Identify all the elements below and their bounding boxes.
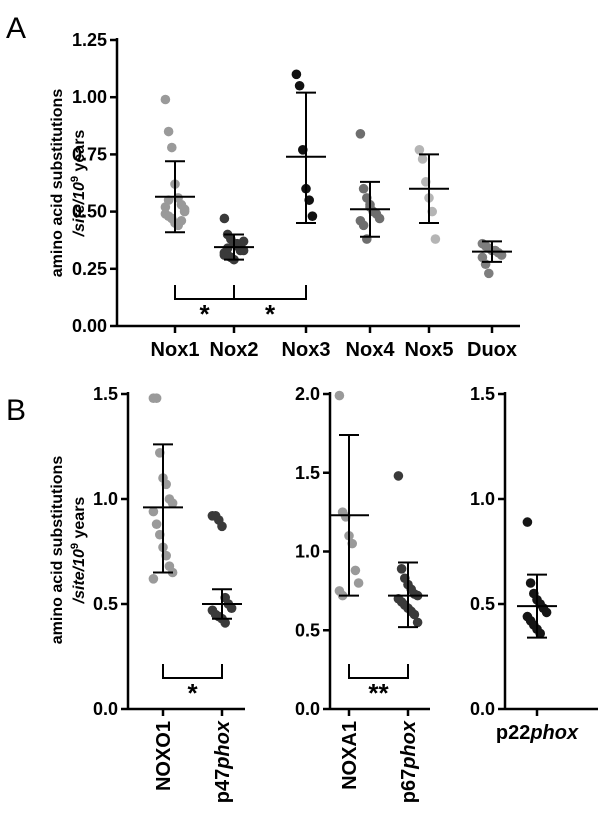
data-point — [167, 498, 178, 509]
x-category-label: Duox — [467, 339, 517, 361]
x-category-label: p47phox — [212, 720, 234, 803]
data-point — [496, 250, 507, 260]
y-tick-label: 1.5 — [470, 384, 495, 404]
panel-a-ylabel-line2: /site/109 years — [69, 130, 88, 238]
y-tick-label: 1.0 — [295, 542, 320, 562]
data-point — [480, 259, 491, 270]
chart-panel-b1: 0.0 0.5 1.0 1.5 NOXO1 p47phox * — [93, 384, 245, 803]
y-tick-label: 0.5 — [470, 594, 495, 614]
data-point — [417, 154, 428, 164]
data-point — [238, 236, 249, 247]
data-point — [522, 517, 533, 527]
y-tick-label: 0.0 — [470, 699, 495, 719]
x-category-label: p67phox — [398, 720, 420, 803]
significance-label: * — [265, 299, 276, 329]
data-point — [430, 234, 441, 244]
y-tick-label: 0.00 — [72, 316, 107, 336]
data-point — [393, 471, 404, 481]
data-point — [235, 245, 246, 256]
data-point — [151, 393, 162, 404]
data-point — [291, 69, 302, 80]
panel-a-letter: A — [6, 12, 26, 45]
y-tick-label: 0.5 — [93, 594, 118, 614]
y-tick-label: 1.5 — [93, 384, 118, 404]
data-point — [163, 126, 174, 137]
data-point — [412, 617, 423, 628]
y-tick-label: 0.0 — [93, 699, 118, 719]
y-tick-label: 1.00 — [72, 87, 107, 107]
y-tick-label: 0.25 — [72, 259, 107, 279]
data-point — [525, 578, 536, 588]
data-point — [409, 609, 420, 620]
x-category-label: Nox1 — [151, 339, 200, 361]
y-tick-label: 0.0 — [295, 699, 320, 719]
data-point — [353, 578, 364, 588]
data-point — [334, 390, 345, 401]
significance-bracket — [348, 664, 409, 679]
significance-bracket — [162, 664, 223, 679]
y-tick-label: 1.5 — [295, 463, 320, 483]
significance-label: * — [187, 678, 198, 708]
panel-b-ylabel: amino acid substitutions /site/109 years — [49, 456, 88, 645]
x-category-label: Nox3 — [282, 339, 331, 361]
panel-a-ylabel: amino acid substitutions /site/109 years — [49, 89, 88, 278]
x-category-label: Nox4 — [346, 339, 396, 361]
data-point — [350, 565, 361, 576]
data-point — [358, 183, 369, 194]
data-point — [148, 574, 159, 584]
data-point — [148, 506, 159, 517]
data-point — [226, 603, 237, 613]
panel-b-ylabel-line2: /site/109 years — [69, 497, 88, 605]
y-tick-label: 0.50 — [72, 202, 107, 222]
chart-panel-b2: 0.0 0.5 1.0 1.5 2.0 NOXA1 p67phox ** — [295, 384, 430, 803]
data-point — [179, 204, 190, 215]
panel-a-ylabel-line1: amino acid substitutions — [49, 89, 66, 278]
significance-bracket — [233, 285, 307, 300]
data-point — [307, 211, 318, 221]
chart-panel-b3: 0.0 0.5 1.0 1.5 p22phox — [470, 384, 598, 744]
y-tick-label: 1.0 — [93, 489, 118, 509]
significance-label: ** — [368, 678, 389, 708]
data-point — [167, 142, 177, 153]
data-point — [484, 268, 494, 279]
data-point — [374, 213, 385, 224]
significance-bracket — [174, 285, 235, 300]
data-point — [355, 129, 366, 139]
x-category-label: NOXO1 — [153, 721, 175, 791]
y-tick-label: 0.75 — [72, 144, 107, 164]
data-point — [151, 519, 162, 529]
data-point — [396, 564, 407, 574]
y-tick-label: 1.25 — [72, 30, 107, 50]
y-tick-label: 0.5 — [295, 620, 320, 640]
chart-panel-a: 0.00 0.25 0.50 0.75 1.00 1.25 Nox1 Nox2 Nox3 Nox4… — [72, 30, 520, 361]
panel-b-ylabel-line1: amino acid substitutions — [49, 456, 66, 645]
data-point — [358, 220, 369, 231]
data-point — [176, 215, 187, 226]
x-category-label: p22phox — [496, 722, 579, 744]
data-point — [541, 607, 552, 618]
data-point — [219, 213, 230, 224]
data-point — [217, 521, 227, 532]
data-point — [294, 80, 305, 91]
data-point — [414, 145, 425, 155]
significance-label: * — [199, 299, 210, 329]
x-category-label: NOXA1 — [339, 721, 361, 790]
x-category-label: Nox2 — [210, 339, 259, 361]
data-point — [220, 618, 230, 628]
data-point — [163, 195, 174, 205]
panel-b-letter: B — [6, 394, 26, 427]
y-tick-label: 1.0 — [470, 489, 495, 509]
data-point — [160, 94, 171, 105]
x-category-label: Nox5 — [405, 339, 454, 361]
data-point — [222, 243, 233, 254]
y-tick-label: 2.0 — [295, 384, 320, 404]
